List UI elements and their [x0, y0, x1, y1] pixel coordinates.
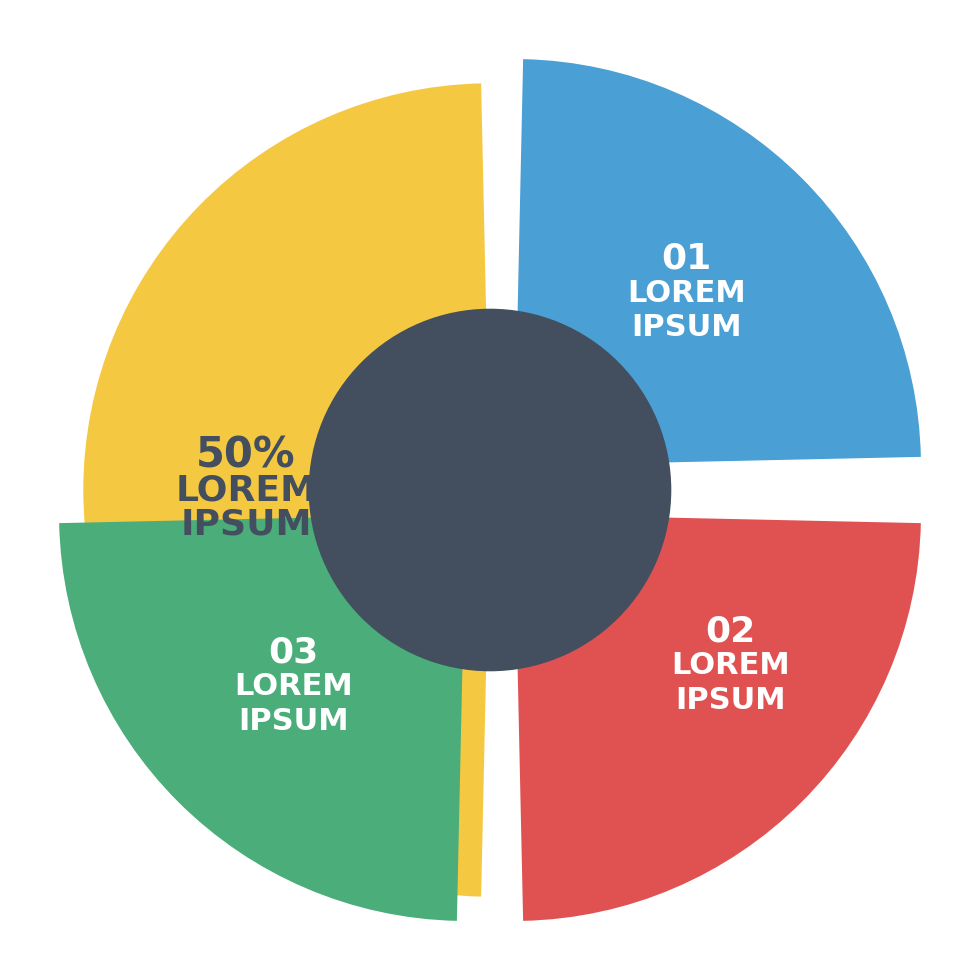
Wedge shape — [83, 83, 490, 897]
Text: LOREM: LOREM — [234, 672, 353, 702]
Circle shape — [309, 309, 671, 671]
Text: 03: 03 — [269, 635, 318, 669]
Wedge shape — [514, 59, 921, 466]
Text: IPSUM: IPSUM — [238, 707, 349, 736]
Text: 01: 01 — [662, 242, 711, 275]
Wedge shape — [59, 514, 466, 921]
Text: LOREM: LOREM — [175, 473, 317, 507]
Text: IPSUM: IPSUM — [631, 314, 742, 342]
Text: IPSUM: IPSUM — [180, 508, 312, 542]
Text: LOREM: LOREM — [627, 278, 746, 308]
Text: 02: 02 — [706, 614, 756, 649]
Text: 50%: 50% — [196, 434, 296, 476]
Text: LOREM: LOREM — [671, 652, 790, 680]
Text: IPSUM: IPSUM — [675, 686, 786, 715]
Wedge shape — [514, 514, 921, 921]
